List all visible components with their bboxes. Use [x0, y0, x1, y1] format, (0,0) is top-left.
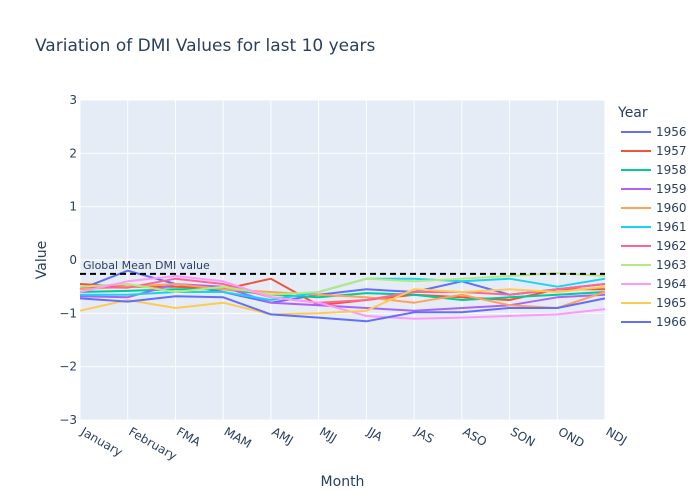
annotation-layer: Global Mean DMI value	[80, 259, 605, 275]
x-tick-label: JJA	[364, 424, 386, 445]
y-tick-label: −3	[59, 413, 77, 427]
legend-label-1958: 1958	[656, 163, 687, 177]
legend-label-1966: 1966	[656, 315, 687, 329]
x-tick-label: ASO	[460, 424, 489, 449]
series-line-1959	[79, 283, 606, 312]
x-tick-label: AMJ	[269, 424, 295, 447]
series-line-1960	[79, 283, 606, 309]
x-tick-label: January	[78, 424, 125, 459]
grid-layer	[79, 99, 606, 421]
legend-label-1965: 1965	[656, 296, 687, 310]
global-mean-label: Global Mean DMI value	[83, 259, 210, 272]
y-axis-label: Value	[34, 241, 50, 279]
legend-label-1959: 1959	[656, 182, 687, 196]
chart-title: Variation of DMI Values for last 10 year…	[35, 36, 376, 56]
legend-label-1957: 1957	[656, 144, 687, 158]
series-line-1964	[79, 275, 606, 320]
y-tick-label: −1	[59, 306, 77, 320]
x-tick-label: February	[126, 424, 179, 463]
y-tick-label: 2	[69, 146, 77, 160]
x-tick-label: NDJ	[604, 424, 630, 447]
legend-title: Year	[617, 105, 648, 121]
x-tick-label: OND	[556, 424, 587, 450]
series-line-1962	[79, 277, 606, 304]
x-tick-label: FMA	[174, 424, 204, 449]
series-layer	[79, 269, 606, 323]
series-line-1966	[79, 295, 606, 323]
series-line-1963	[79, 272, 606, 296]
x-tick-label: SON	[508, 424, 538, 449]
legend-label-1956: 1956	[656, 125, 687, 139]
x-tick-label: MAM	[222, 424, 254, 451]
y-tick-label: 0	[69, 253, 77, 267]
y-tick-labels: 3 2 1 0 −1 −2 −3	[59, 93, 77, 427]
legend-label-1964: 1964	[656, 277, 687, 291]
legend-label-1962: 1962	[656, 239, 687, 253]
legend-label-1963: 1963	[656, 258, 687, 272]
legend: 1956 1957 1958 1959 1960 1961 1962 1963 1964 1965…	[621, 125, 687, 329]
x-tick-label: MJJ	[317, 424, 339, 445]
legend-label-1961: 1961	[656, 220, 687, 234]
series-line-1965	[79, 285, 606, 316]
y-tick-label: 3	[69, 93, 77, 107]
x-tick-label: JAS	[412, 424, 436, 446]
legend-label-1960: 1960	[656, 201, 687, 215]
x-axis-label: Month	[321, 474, 365, 490]
y-tick-label: 1	[69, 200, 77, 214]
y-tick-label: −2	[59, 360, 77, 374]
